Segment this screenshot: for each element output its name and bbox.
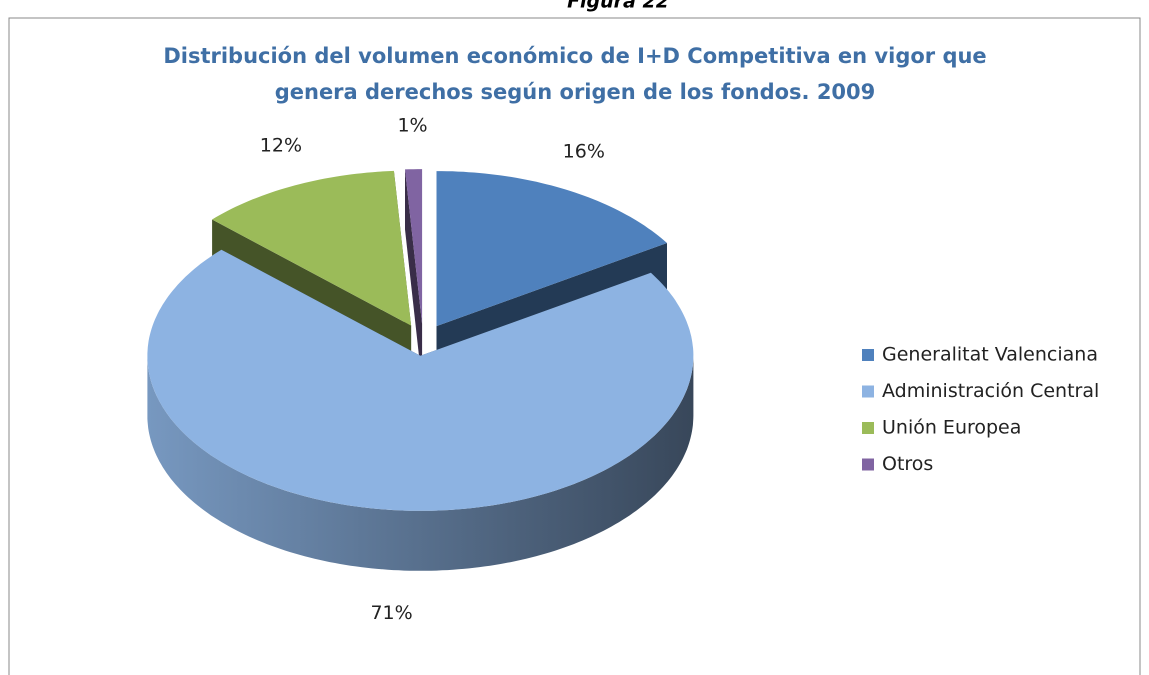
data-label: 1%: [397, 114, 427, 136]
chart-title: genera derechos según origen de los fond…: [275, 80, 876, 104]
data-label: 12%: [260, 135, 302, 157]
slice-side: [405, 169, 423, 385]
legend-label: Otros: [882, 453, 933, 475]
data-label: 16%: [563, 141, 605, 163]
legend-swatch: [862, 458, 874, 471]
caption-bg: [560, 0, 680, 17]
legend-label: Unión Europea: [882, 417, 1021, 439]
legend-swatch: [862, 385, 874, 398]
slice: [405, 169, 423, 325]
slice: [436, 171, 667, 327]
slice-wall: [147, 355, 694, 571]
slice: [212, 170, 412, 326]
data-label: 71%: [370, 602, 412, 624]
legend-swatch: [862, 422, 874, 434]
legend-label: Generalitat Valenciana: [882, 344, 1098, 366]
slice: [147, 249, 694, 571]
chart-title: Distribución del volumen económico de I+…: [163, 44, 986, 68]
slice: [147, 249, 694, 511]
caption: Figura 22: [567, 0, 669, 13]
legend-label: Administración Central: [882, 380, 1099, 402]
legend-swatch: [862, 349, 874, 361]
slice: [405, 169, 423, 385]
